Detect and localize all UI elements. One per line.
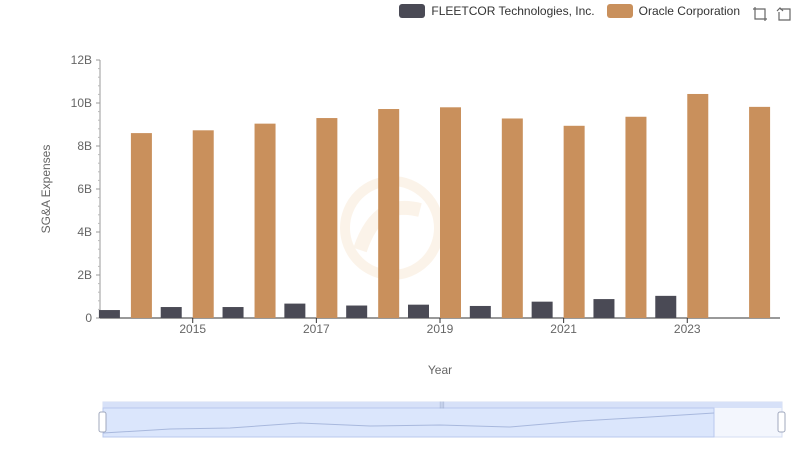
bar-fleetcor-2015[interactable] (160, 307, 182, 318)
x-tick-label: 2015 (179, 322, 206, 336)
bar-fleetcor-2018[interactable] (346, 305, 368, 318)
data-zoom-slider[interactable]: ||| (98, 401, 786, 438)
legend-swatch-fleetcor (399, 4, 426, 18)
restore-icon[interactable] (776, 6, 792, 22)
bar-oracle-2022[interactable] (625, 116, 647, 318)
bar-oracle-2017[interactable] (316, 118, 338, 318)
y-tick-label: 6B (77, 182, 92, 196)
y-tick-label: 4B (77, 225, 92, 239)
bar-oracle-2024[interactable] (749, 106, 771, 319)
slider-top-bar[interactable] (103, 402, 782, 408)
bar-oracle-2016[interactable] (254, 123, 276, 318)
bar-oracle-2015[interactable] (192, 130, 214, 318)
y-axis-label: SG&A Expenses (39, 145, 53, 234)
legend-swatch-oracle (606, 4, 633, 18)
legend-label-fleetcor: FLEETCOR Technologies, Inc. (431, 4, 595, 18)
bar-oracle-2020[interactable] (501, 118, 523, 318)
x-tick-label: 2021 (550, 322, 577, 336)
slider-handle-right[interactable] (777, 411, 786, 433)
y-tick-label: 8B (77, 139, 92, 153)
toolbox (752, 6, 792, 22)
x-axis-label: Year (428, 363, 452, 377)
bar-oracle-2019[interactable] (440, 107, 461, 318)
bar-oracle-2021[interactable] (563, 125, 585, 318)
bar-oracle-2023[interactable] (687, 93, 709, 318)
y-tick-label: 12B (71, 53, 92, 67)
slider-selection[interactable] (102, 407, 715, 438)
bar-oracle-2014[interactable] (130, 133, 152, 318)
bars-group (98, 93, 771, 319)
y-tick-label: 2B (77, 268, 92, 282)
y-tick-label: 0 (85, 311, 92, 325)
bar-fleetcor-2016[interactable] (222, 307, 244, 318)
legend-item-fleetcor[interactable]: FLEETCOR Technologies, Inc. (399, 4, 595, 18)
bar-fleetcor-2022[interactable] (593, 299, 615, 318)
x-tick-label: 2019 (427, 322, 454, 336)
bar-fleetcor-2020[interactable] (469, 305, 491, 318)
legend-item-oracle[interactable]: Oracle Corporation (606, 4, 740, 18)
bar-oracle-2018[interactable] (378, 109, 400, 319)
bar-fleetcor-2017[interactable] (284, 303, 306, 318)
legend: FLEETCOR Technologies, Inc. Oracle Corpo… (399, 4, 740, 18)
slider-preview-line (102, 412, 715, 434)
x-tick-label: 2023 (674, 322, 701, 336)
bar-fleetcor-2014[interactable] (98, 310, 120, 318)
x-tick-label: 2017 (303, 322, 330, 336)
legend-label-oracle: Oracle Corporation (638, 4, 740, 18)
bar-fleetcor-2019[interactable] (408, 304, 429, 318)
bar-fleetcor-2021[interactable] (531, 301, 553, 318)
y-tick-label: 10B (71, 96, 92, 110)
bar-fleetcor-2023[interactable] (655, 295, 677, 318)
slider-handle-left[interactable] (98, 411, 107, 433)
zoom-icon[interactable] (752, 6, 768, 22)
slider-grip-icon[interactable]: ||| (439, 402, 445, 409)
